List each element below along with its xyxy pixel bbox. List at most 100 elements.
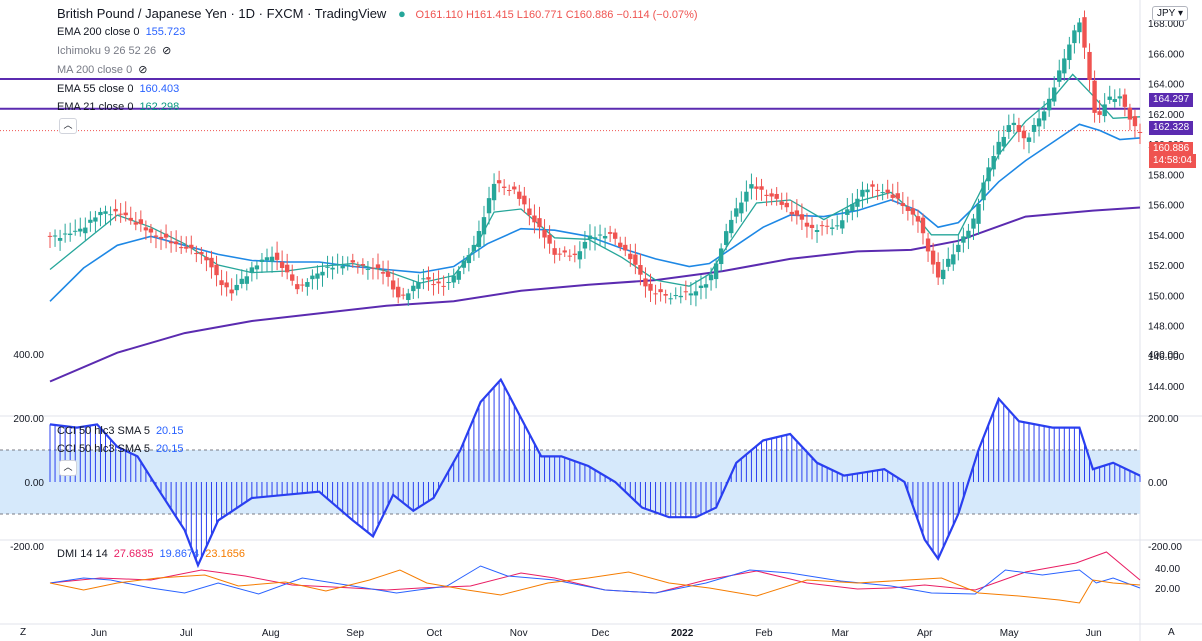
legend-ma200[interactable]: MA 200 close 0 ⊘	[57, 64, 148, 76]
candle-body	[961, 236, 966, 243]
candle-body	[829, 227, 835, 229]
candle-body	[456, 271, 461, 280]
candle-body	[325, 266, 330, 268]
candle-body	[1127, 107, 1133, 120]
candle-body	[658, 289, 663, 293]
candle-body	[789, 211, 794, 215]
candle-body	[724, 231, 729, 245]
candle-body	[320, 271, 325, 276]
cci-legend[interactable]: CCI 50 hlc3 SMA 5 20.15	[57, 425, 184, 437]
time-tick-label: Jul	[180, 628, 193, 639]
candle-body	[956, 244, 961, 253]
candle-body	[713, 263, 719, 280]
candle-body	[62, 233, 68, 235]
candle-body	[1092, 80, 1097, 113]
chevron-down-icon: ▾	[1177, 8, 1183, 19]
interval-label[interactable]: 1D	[238, 6, 256, 21]
time-tick-label: May	[1000, 628, 1019, 639]
candle-body	[496, 180, 502, 184]
legend-ema200[interactable]: EMA 200 close 0 155.723	[57, 26, 186, 38]
candle-body	[774, 193, 779, 199]
cci-legend-second[interactable]: CCI 50 hlc3 SMA 5 20.15	[57, 443, 184, 455]
candle-body	[1052, 87, 1057, 102]
candle-body	[1082, 17, 1087, 48]
price-tick-label: 144.000	[1148, 382, 1185, 393]
candle-body	[1021, 130, 1027, 139]
candle-body	[491, 183, 497, 201]
candle-body	[431, 284, 436, 286]
candle-body	[895, 193, 900, 199]
candle-body	[537, 218, 542, 228]
price-tick-label: 154.000	[1148, 231, 1185, 242]
candle-body	[340, 265, 345, 269]
candle-body	[173, 241, 179, 245]
candle-body	[73, 230, 78, 232]
candle-body	[941, 269, 946, 280]
candle-body	[148, 228, 154, 233]
candle-body	[249, 267, 255, 274]
candle-body	[860, 189, 865, 197]
symbol-name[interactable]: British Pound / Japanese Yen	[57, 6, 227, 21]
candle-body	[698, 285, 704, 288]
candle-body	[1036, 118, 1042, 127]
dmi-legend[interactable]: DMI 14 14 27.6835 19.8674 23.1656	[57, 548, 246, 560]
candle-body	[406, 293, 411, 301]
candle-body	[562, 250, 567, 253]
candle-body	[527, 208, 532, 216]
candle-body	[532, 215, 537, 223]
candle-body	[330, 267, 335, 270]
candle-body	[466, 255, 472, 264]
candle-body	[678, 295, 683, 298]
candle-body	[360, 264, 366, 266]
candle-body	[350, 260, 355, 263]
currency-selector[interactable]: JPY ▾	[1152, 6, 1188, 21]
ohlc-values: O161.110 H161.415 L160.771 C160.886 −0.1…	[415, 9, 698, 21]
candle-body	[875, 189, 880, 191]
hidden-eye-icon[interactable]: ⊘	[162, 45, 172, 57]
candle-body	[446, 281, 451, 283]
time-tick-label: Dec	[592, 628, 610, 639]
candle-body	[1046, 98, 1052, 111]
candle-body	[1006, 125, 1011, 133]
candle-body	[390, 280, 396, 290]
legend-ema21[interactable]: EMA 21 close 0 162.298	[57, 101, 180, 113]
candle-body	[385, 271, 391, 277]
candle-body	[683, 291, 689, 293]
candle-body	[552, 248, 557, 255]
candle-body	[421, 278, 426, 280]
legend-ichimoku[interactable]: Ichimoku 9 26 52 26 ⊘	[57, 45, 172, 57]
candle-body	[572, 253, 578, 256]
candle-body	[996, 141, 1001, 155]
candle-body	[224, 282, 229, 288]
candle-body	[623, 244, 628, 251]
price-tick-label: 162.000	[1148, 110, 1185, 121]
candle-body	[451, 275, 456, 283]
level-badge-162: 162.328	[1149, 121, 1194, 135]
collapse-cci-legend-button[interactable]: ︿	[59, 460, 77, 476]
candle-body	[229, 289, 234, 294]
timezone-button[interactable]: Z	[20, 627, 27, 638]
candle-body	[587, 235, 593, 240]
candle-body	[804, 222, 810, 227]
candle-body	[517, 191, 522, 199]
candle-body	[835, 225, 840, 227]
candle-body	[163, 233, 169, 238]
candle-body	[976, 204, 981, 224]
candle-body	[179, 247, 184, 249]
candle-body	[295, 284, 300, 290]
auto-scale-button[interactable]: A	[1168, 627, 1175, 638]
candle-body	[718, 248, 724, 265]
collapse-legend-button[interactable]: ︿	[59, 118, 77, 134]
candle-body	[67, 233, 73, 236]
candle-body	[1112, 99, 1117, 102]
candle-body	[930, 250, 936, 265]
legend-ema55[interactable]: EMA 55 close 0 160.403	[57, 83, 180, 95]
time-tick-label: 2022	[671, 628, 694, 639]
candle-body	[870, 184, 875, 187]
candle-body	[269, 256, 275, 262]
candle-body	[845, 209, 850, 215]
candle-body	[1087, 51, 1092, 81]
price-tick-label: 166.000	[1148, 49, 1185, 60]
hidden-eye-icon[interactable]: ⊘	[138, 64, 148, 76]
